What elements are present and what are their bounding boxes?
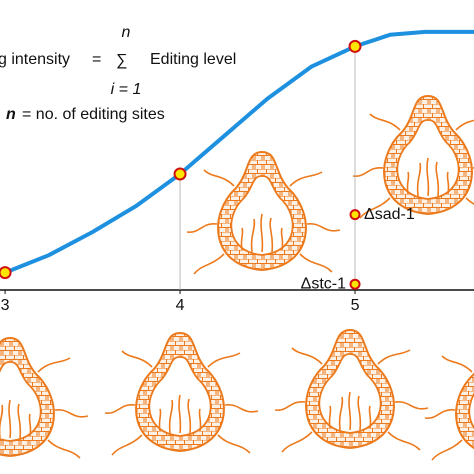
x-tick-label: 4 [176,297,185,314]
formula-lower: i = 1 [111,81,142,98]
point [348,39,362,53]
x-tick-label: 5 [351,297,360,314]
mutant-point [349,209,361,221]
mutant-label: Δstc-1 [301,275,346,292]
formula-upper: n [122,24,131,41]
perithecium [0,337,89,461]
perithecium [274,329,429,453]
formula-rhs: Editing level [150,51,236,68]
illustrations [0,95,474,461]
formula-lhs: g intensity [0,51,70,68]
point [0,266,12,280]
mutant-label: Δsad-1 [364,206,415,223]
perithecium [104,332,259,456]
perithecium [186,151,341,275]
mutant-point [349,278,361,290]
note-symbol: n [6,106,16,123]
note-text: = no. of editing sites [22,106,165,123]
formula-equals: = [92,51,101,68]
perithecium [424,337,474,461]
formula-sigma: ∑ [116,52,127,69]
curve [4,29,474,275]
point [173,167,187,181]
perithecium [352,95,474,219]
x-tick-label: 3 [1,297,10,314]
